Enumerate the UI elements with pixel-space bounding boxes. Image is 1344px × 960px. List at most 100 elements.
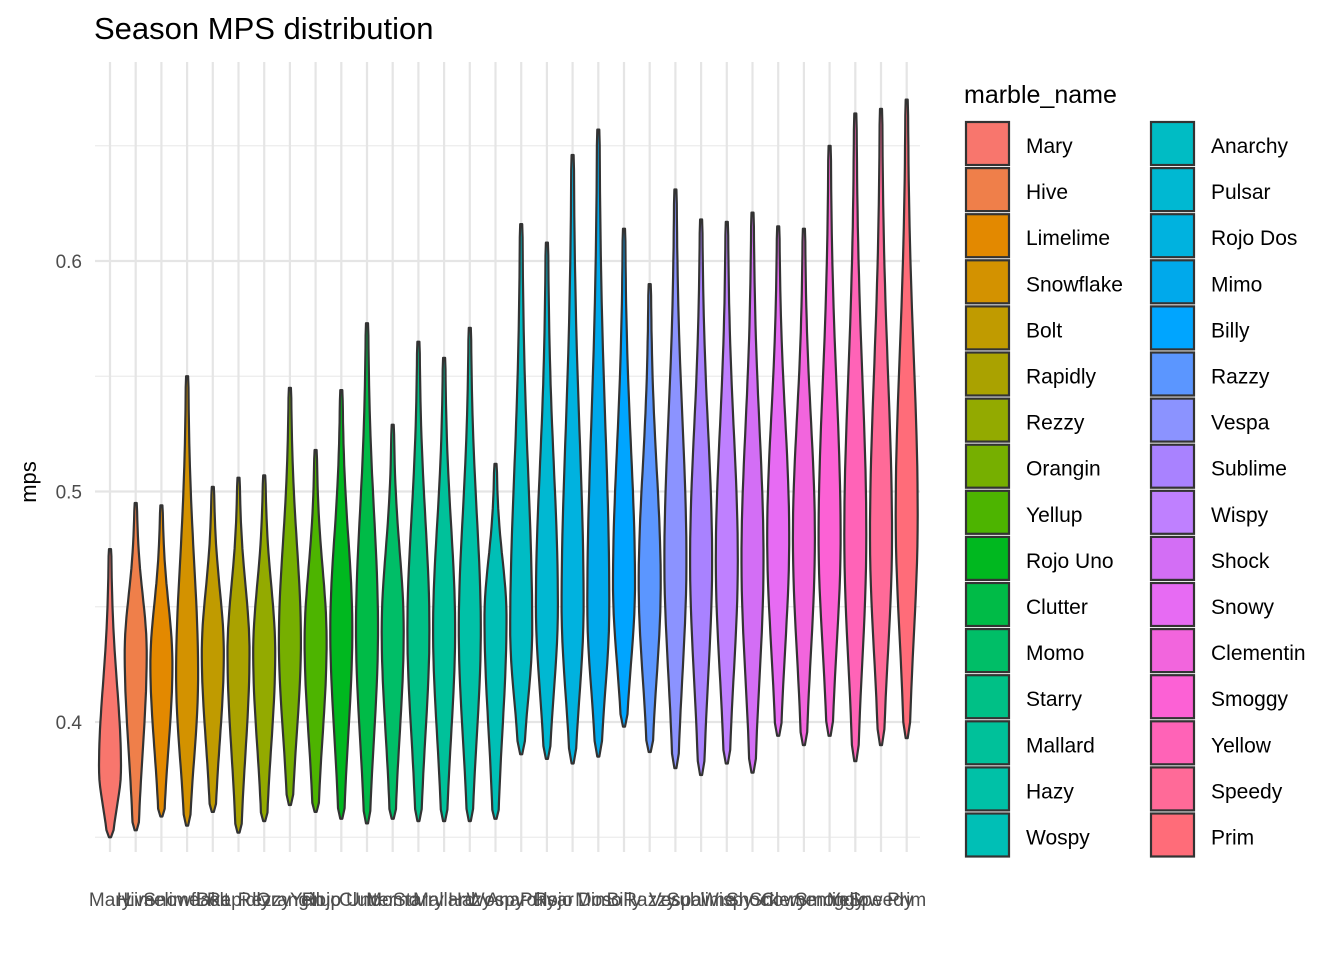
legend-label: Hazy (1026, 780, 1074, 803)
legend-key (964, 627, 1011, 674)
violin-hazy (457, 326, 482, 823)
legend-label: Pulsar (1211, 181, 1271, 204)
legend-label: Mallard (1026, 734, 1095, 757)
x-tick-label: Orangin (256, 890, 324, 911)
x-tick-label: Bolt (196, 890, 229, 911)
legend-item: Razzy (1149, 351, 1270, 397)
x-tick-label: Clementin (761, 890, 847, 911)
x-tick-label: Razzy (623, 890, 676, 911)
violin-billy (611, 227, 637, 728)
legend-label: Rojo Dos (1211, 227, 1297, 250)
legend-label: Wispy (1211, 504, 1269, 527)
legend-label: Snowy (1211, 596, 1275, 619)
legend-label: Shock (1211, 550, 1270, 573)
x-tick-label: Wispy (701, 890, 753, 911)
legend-label: Anarchy (1211, 135, 1289, 158)
violin-razzy (637, 283, 662, 754)
legend-key (964, 397, 1011, 443)
legend-item: Clutter (964, 581, 1088, 628)
x-tick-label: Rapidly (207, 890, 271, 911)
legend-item: Anarchy (1149, 120, 1289, 167)
x-tick-label: Mimo (575, 890, 621, 911)
x-tick-label: Billy (607, 890, 642, 911)
violin-momo (380, 423, 405, 820)
violin-limelime (149, 504, 174, 818)
x-tick-label: Rezzy (238, 890, 291, 911)
legend-item: Clementin (1149, 627, 1306, 674)
legend-item: Snowy (1149, 581, 1275, 628)
legend-item: Mary (964, 120, 1073, 167)
x-tick-label: Momo (366, 890, 419, 911)
legend-label: Prim (1211, 827, 1254, 850)
legend-item: Vespa (1149, 397, 1270, 443)
violin-snowflake (175, 375, 200, 827)
x-axis-ticks: MaryHiveLimelimeSnowflakeBoltRapidlyRezz… (89, 890, 926, 911)
legend-item: Shock (1149, 535, 1270, 582)
legend-label: Starry (1026, 688, 1083, 711)
legend-key (1149, 766, 1196, 812)
violin-mary (97, 548, 123, 839)
legend-item: Wispy (1149, 489, 1269, 535)
x-tick-label: Hazy (448, 890, 492, 911)
legend-item: Prim (1149, 812, 1254, 858)
x-tick-label: Snowy (750, 890, 808, 911)
legend-item: Mimo (1149, 259, 1262, 305)
violin-wispy (714, 220, 739, 765)
legend-key (1149, 351, 1196, 397)
legend-key (1149, 581, 1196, 628)
legend-label: Speedy (1211, 780, 1283, 803)
y-tick-label: 0.5 (56, 483, 82, 504)
x-tick-label: Prim (887, 890, 926, 911)
legend-key (1149, 213, 1196, 259)
legend-label: Limelime (1026, 227, 1110, 250)
violin-mallard (432, 356, 457, 823)
violin-shock (740, 211, 765, 774)
y-tick-label: 0.4 (56, 713, 83, 734)
violin-speedy (868, 107, 894, 747)
x-tick-label: Limelime (123, 890, 199, 911)
y-axis-label: mps (16, 461, 41, 503)
legend-label: Snowflake (1026, 273, 1123, 296)
legend-label: Billy (1211, 319, 1250, 342)
legend-label: Sublime (1211, 458, 1287, 481)
x-tick-label: Wospy (467, 890, 525, 911)
violin-wospy (483, 462, 508, 820)
legend-item: Billy (1149, 305, 1250, 351)
legend-key (1149, 720, 1196, 766)
legend-item: Speedy (1149, 766, 1283, 812)
legend-label: Momo (1026, 642, 1084, 665)
y-axis-ticks: 0.4 0.5 0.6 (56, 252, 83, 734)
legend-key (964, 351, 1011, 397)
legend-item: Sublime (1149, 443, 1287, 489)
legend-label: Vespa (1211, 412, 1270, 435)
x-tick-label: Shock (726, 890, 779, 911)
violin-rapidly (226, 476, 251, 834)
x-tick-label: Smoggy (795, 890, 865, 911)
x-tick-label: Rojo Uno (302, 890, 381, 911)
legend-key (964, 766, 1011, 812)
legend-key (964, 489, 1011, 535)
violin-starry (406, 340, 431, 823)
x-tick-label: Rojo Dos (534, 890, 612, 911)
x-tick-label: Pulsar (520, 890, 575, 911)
y-tick-label: 0.6 (56, 252, 82, 273)
legend-key (964, 535, 1011, 582)
violin-sublime (689, 218, 714, 777)
legend-item: Limelime (964, 213, 1110, 259)
legend-item: Rojo Dos (1149, 213, 1297, 259)
legend-label: Bolt (1026, 319, 1062, 342)
legend-title: marble_name (964, 81, 1117, 109)
legend-item: Rojo Uno (964, 535, 1114, 582)
legend-key (1149, 167, 1196, 213)
legend-label: Orangin (1026, 458, 1101, 481)
violin-vespa (663, 188, 688, 770)
violin-rezzy (252, 474, 277, 823)
violin-yellup (303, 448, 328, 813)
legend-label: Rapidly (1026, 366, 1097, 389)
x-tick-label: Mallard (413, 890, 475, 911)
legend: marble_name Mary Hive Limelime Snowflake Bol… (964, 81, 1306, 858)
legend-label: Rezzy (1026, 412, 1085, 435)
legend-label: Hive (1026, 181, 1068, 204)
legend-key (1149, 627, 1196, 674)
